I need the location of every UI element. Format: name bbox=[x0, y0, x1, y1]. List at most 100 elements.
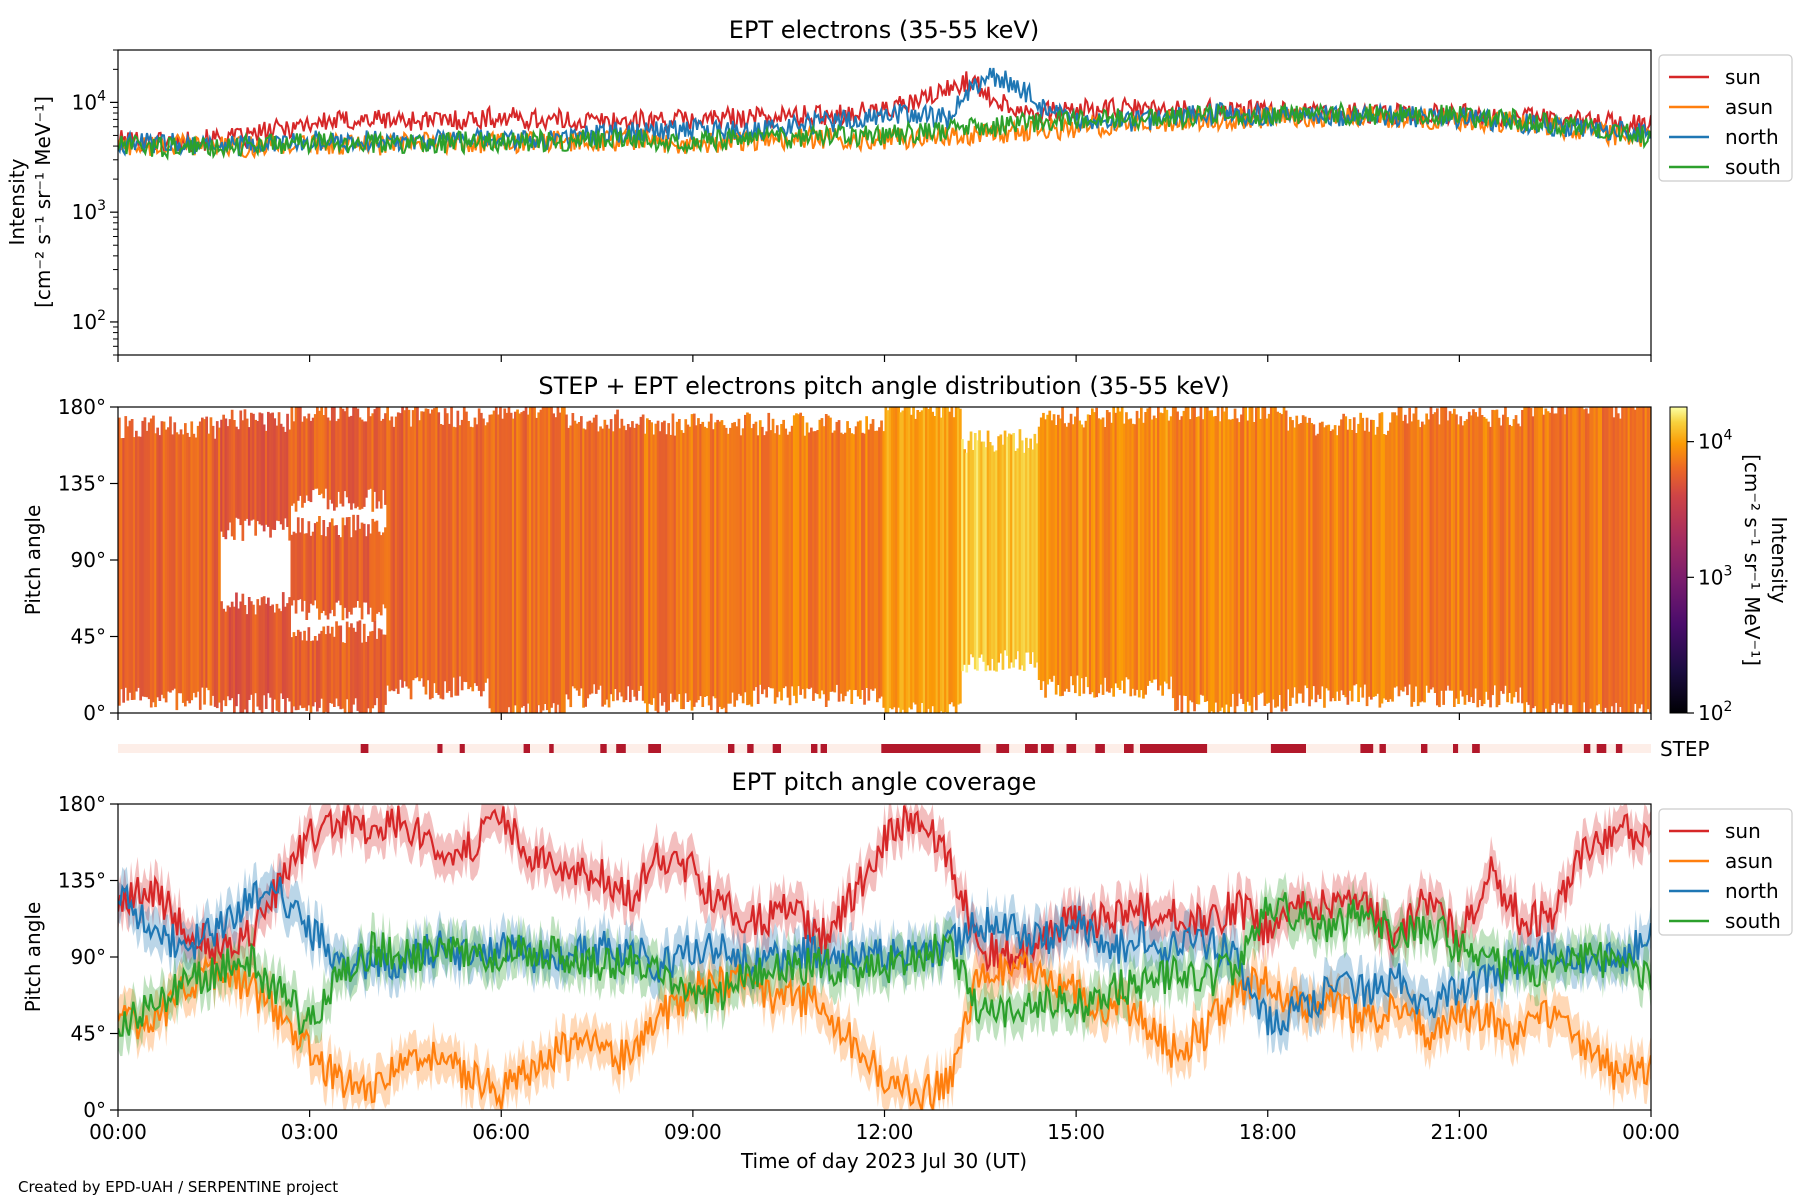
pad-cell bbox=[895, 407, 898, 713]
pad-cell bbox=[273, 418, 277, 530]
pad-cell bbox=[269, 605, 272, 698]
pad-cell bbox=[367, 524, 370, 615]
pad-cell bbox=[1272, 407, 1275, 700]
pad-cell bbox=[1229, 419, 1233, 707]
pad-cell bbox=[339, 537, 343, 606]
pad-cell bbox=[503, 408, 507, 713]
pad-cell bbox=[1093, 412, 1096, 698]
pad-cell bbox=[916, 410, 920, 713]
pad-cell bbox=[818, 419, 822, 699]
pad-cell bbox=[286, 413, 289, 527]
pad-cell bbox=[750, 428, 754, 707]
pad-cell bbox=[1470, 415, 1473, 698]
pad-cell bbox=[1029, 438, 1032, 664]
pad-cell bbox=[1363, 430, 1367, 685]
pad-cell bbox=[1208, 410, 1211, 713]
pad-cell bbox=[1589, 407, 1592, 709]
intensity-legend-label-sun: sun bbox=[1725, 65, 1761, 89]
pad-cell bbox=[424, 408, 428, 695]
pad-cell bbox=[1020, 440, 1024, 666]
pad-cell bbox=[1282, 407, 1286, 709]
pad-cell bbox=[1355, 433, 1358, 685]
intensity-ytick-label: 103 bbox=[72, 198, 106, 224]
pad-cell bbox=[407, 409, 411, 689]
pad-cell bbox=[1265, 418, 1269, 704]
pad-cell bbox=[1133, 424, 1137, 696]
pad-cell bbox=[335, 421, 338, 508]
pad-cell bbox=[820, 418, 824, 691]
pad-cell bbox=[920, 410, 924, 703]
pad-cell bbox=[373, 409, 377, 492]
pad-cell bbox=[1491, 409, 1494, 696]
pad-cell bbox=[1401, 420, 1405, 692]
pad-cell bbox=[1440, 407, 1443, 691]
coverage-title: EPT pitch angle coverage bbox=[732, 768, 1037, 796]
pad-cell bbox=[143, 417, 147, 697]
pad-cell bbox=[1084, 420, 1088, 677]
step-interval-bar bbox=[881, 744, 923, 753]
pad-cell bbox=[1069, 413, 1073, 677]
pad-cell bbox=[1095, 407, 1098, 698]
pad-cell bbox=[379, 629, 383, 713]
pad-cell bbox=[254, 614, 257, 694]
pad-cell bbox=[394, 416, 398, 689]
pad-cell bbox=[1123, 423, 1126, 694]
pad-cell bbox=[469, 426, 472, 688]
pad-cell bbox=[756, 435, 760, 704]
pad-cell bbox=[522, 410, 526, 706]
pad-cell bbox=[1576, 407, 1580, 713]
pad-cell bbox=[1519, 426, 1522, 688]
pad-cell bbox=[882, 431, 886, 708]
pad-cell bbox=[294, 636, 298, 711]
pad-cell bbox=[839, 432, 843, 694]
pad-cell bbox=[1274, 407, 1277, 708]
pad-cell bbox=[537, 412, 541, 706]
pad-cell bbox=[181, 434, 185, 703]
coverage-xtick-label: 12:00 bbox=[856, 1120, 914, 1144]
pad-cell bbox=[296, 629, 300, 710]
pad-cell bbox=[673, 435, 677, 700]
pad-cell bbox=[784, 428, 788, 687]
pad-cell bbox=[1127, 419, 1130, 680]
pad-cell bbox=[322, 626, 326, 713]
pad-cell bbox=[1476, 416, 1480, 708]
pad-cell bbox=[482, 418, 485, 692]
pad-cell bbox=[963, 449, 966, 665]
pad-cell bbox=[373, 620, 377, 706]
pad-cell bbox=[1414, 407, 1418, 687]
pad-cell bbox=[618, 428, 622, 693]
pad-cell bbox=[335, 621, 338, 699]
pad-cell bbox=[816, 430, 820, 695]
coverage-ytick-label: 180° bbox=[58, 792, 106, 816]
pad-ytick-label: 90° bbox=[71, 548, 106, 572]
pad-cell bbox=[1201, 419, 1205, 696]
pad-cell bbox=[405, 407, 409, 687]
pad-cell bbox=[433, 408, 436, 684]
pad-cell bbox=[390, 416, 394, 691]
pad-cell bbox=[827, 415, 830, 701]
pad-cell bbox=[258, 605, 262, 711]
intensity-axes-frame bbox=[117, 49, 1652, 356]
pad-cell bbox=[1057, 414, 1060, 685]
pad-cell bbox=[392, 426, 396, 692]
pad-cell bbox=[379, 420, 383, 509]
pad-cell bbox=[1436, 408, 1439, 706]
pad-cell bbox=[918, 411, 922, 713]
pad-cell bbox=[152, 415, 155, 703]
pad-cell bbox=[669, 434, 673, 694]
pad-cell bbox=[1429, 407, 1433, 690]
pad-cell bbox=[198, 421, 202, 710]
pad-cell bbox=[1061, 407, 1064, 696]
pad-cell bbox=[865, 416, 868, 688]
pad-cell bbox=[177, 434, 181, 694]
pad-cell bbox=[1186, 407, 1190, 713]
pad-cell bbox=[369, 533, 372, 608]
pad-cell bbox=[1604, 407, 1607, 708]
pad-cell bbox=[646, 418, 649, 713]
intensity-ylabel: Intensity bbox=[5, 158, 29, 245]
pad-cell bbox=[942, 407, 945, 713]
pad-cell bbox=[1082, 427, 1086, 694]
pad-cell bbox=[299, 631, 302, 706]
pad-cell bbox=[448, 423, 451, 691]
pad-cell bbox=[671, 413, 675, 703]
